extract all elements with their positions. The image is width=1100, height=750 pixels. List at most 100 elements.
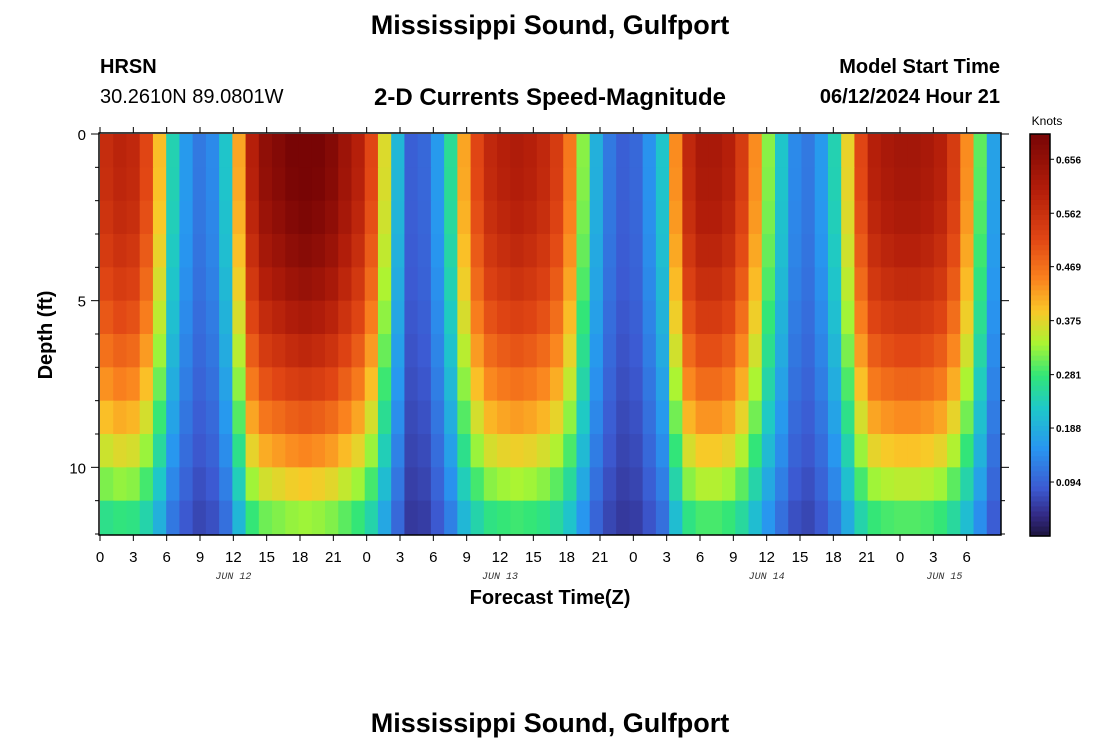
heatmap-cell — [444, 467, 458, 502]
heatmap-cell — [682, 467, 697, 502]
x-tick-label: 9 — [462, 549, 470, 566]
heatmap-cell — [377, 334, 392, 368]
heatmap-cell — [894, 434, 908, 468]
heatmap-cell — [933, 400, 948, 435]
heatmap-cell — [947, 234, 961, 268]
heatmap-cell — [761, 134, 776, 168]
heatmap-cell — [483, 267, 498, 302]
colorbar-tick-label: 0.656 — [1056, 155, 1081, 166]
heatmap-cell — [245, 400, 260, 435]
colorbar-swatch — [1030, 335, 1050, 341]
colorbar-tick-label: 0.094 — [1056, 478, 1081, 489]
heatmap-cell — [576, 400, 591, 435]
heatmap-cell — [536, 200, 551, 235]
heatmap-cell — [430, 334, 445, 368]
heatmap-cell — [404, 300, 419, 335]
heatmap-cell — [139, 334, 154, 368]
colorbar-swatch — [1030, 460, 1050, 467]
heatmap-cell — [748, 167, 763, 202]
heatmap-cell — [377, 167, 392, 202]
date-label: JUN 12 — [215, 572, 251, 583]
heatmap-cell — [642, 167, 657, 202]
heatmap-cell — [563, 134, 578, 168]
heatmap-cell — [920, 234, 935, 268]
heatmap-cell — [550, 134, 564, 168]
heatmap-cell — [880, 200, 895, 235]
heatmap-cell — [258, 500, 273, 535]
heatmap-cell — [126, 167, 141, 202]
heatmap-cell — [722, 400, 736, 435]
heatmap-cell — [563, 334, 578, 368]
heatmap-cell — [814, 434, 829, 468]
heatmap-cell — [973, 234, 988, 268]
heatmap-cell — [179, 234, 194, 268]
colorbar-swatch — [1030, 455, 1050, 462]
heatmap-cell — [113, 300, 128, 335]
heatmap-cell — [497, 300, 511, 335]
heatmap-cell — [722, 367, 736, 402]
heatmap-cell — [642, 367, 657, 402]
heatmap-cell — [775, 267, 789, 302]
heatmap-cell — [100, 334, 114, 368]
heatmap-cell — [841, 200, 856, 235]
heatmap-cell — [788, 267, 803, 302]
heatmap-cell — [563, 234, 578, 268]
heatmap-cell — [444, 234, 458, 268]
heatmap-cell — [100, 300, 114, 335]
heatmap-cell — [748, 134, 763, 168]
x-tick-label: 9 — [729, 549, 737, 566]
heatmap-cell — [245, 134, 260, 168]
heatmap-cell — [139, 367, 154, 402]
heatmap-cell — [232, 134, 247, 168]
heatmap-cell — [272, 134, 286, 168]
colorbar-swatch — [1030, 294, 1050, 301]
heatmap-cell — [272, 234, 286, 268]
heatmap-cell — [100, 200, 114, 235]
model-start-value: 06/12/2024 Hour 21 — [819, 86, 1000, 108]
x-tick-label: 18 — [558, 549, 575, 566]
chart-title: Mississippi Sound, Gulfport — [370, 10, 730, 40]
heatmap-cell — [602, 234, 617, 268]
colorbar-swatch — [1030, 199, 1050, 205]
heatmap-cell — [960, 367, 975, 402]
heatmap-cell — [205, 234, 220, 268]
heatmap-cell — [682, 334, 697, 368]
heatmap-cell — [444, 400, 458, 435]
colorbar-swatch — [1030, 440, 1050, 447]
heatmap-cell — [179, 400, 194, 435]
colorbar-swatch — [1030, 365, 1050, 371]
heatmap-cell — [775, 367, 789, 402]
heatmap-cell — [655, 400, 670, 435]
heatmap-cell — [126, 367, 141, 402]
heatmap-cell — [152, 167, 167, 202]
heatmap-cell — [695, 367, 710, 402]
colorbar-swatch — [1030, 380, 1050, 386]
heatmap-cell — [775, 200, 789, 235]
heatmap-cell — [589, 334, 604, 368]
colorbar-swatch — [1030, 425, 1050, 432]
heatmap-cell — [351, 134, 366, 168]
heatmap-cell — [682, 200, 697, 235]
heatmap-cell — [325, 434, 339, 468]
heatmap-cell — [298, 500, 313, 535]
heatmap-cell — [325, 400, 339, 435]
date-label: JUN 15 — [926, 572, 962, 583]
heatmap-cell — [285, 434, 300, 468]
heatmap-cell — [298, 134, 313, 168]
heatmap-cell — [258, 367, 273, 402]
heatmap-cell — [735, 267, 750, 302]
heatmap-cell — [483, 300, 498, 335]
heatmap-cell — [166, 334, 181, 368]
heatmap-cell — [907, 434, 922, 468]
heatmap-cell — [457, 267, 472, 302]
heatmap-cell — [655, 300, 670, 335]
heatmap-cell — [232, 267, 247, 302]
heatmap-cell — [470, 234, 485, 268]
heatmap-cell — [192, 267, 207, 302]
heatmap-cell — [351, 500, 366, 535]
x-tick-label: 12 — [492, 549, 509, 566]
heatmap-cell — [536, 500, 551, 535]
x-tick-label: 6 — [696, 549, 704, 566]
heatmap-cell — [205, 334, 220, 368]
heatmap-cell — [100, 167, 114, 202]
